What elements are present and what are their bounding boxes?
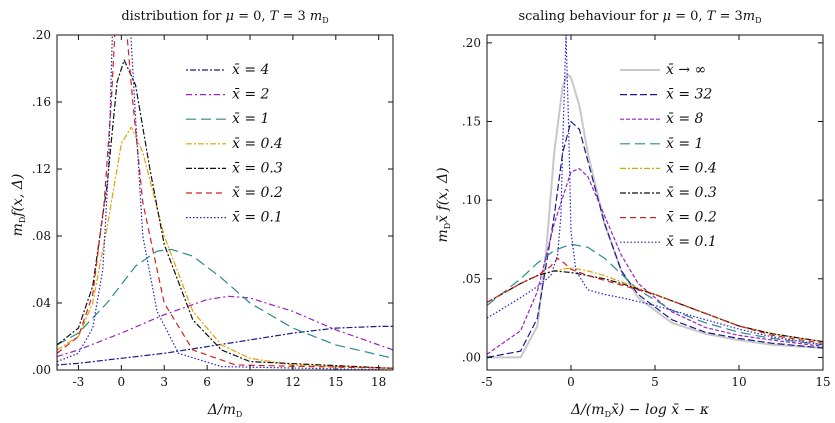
left-legend-label-4: x̄ = 0.3 xyxy=(232,160,283,176)
left-x-tick-label: -3 xyxy=(73,375,85,389)
left-legend-label-1: x̄ = 2 xyxy=(232,87,270,103)
right-y-tick-label: .10 xyxy=(462,193,481,207)
left-chart-title: distribution for μ = 0, T = 3 mD xyxy=(121,9,328,25)
right-series-line-0 xyxy=(487,73,823,359)
left-series-group xyxy=(57,35,393,370)
left-y-tick-label: .04 xyxy=(32,296,51,310)
right-y-tick-label: .05 xyxy=(462,272,481,286)
left-legend-label-6: x̄ = 0.1 xyxy=(232,210,283,226)
right-series-line-6 xyxy=(487,257,823,344)
left-x-tick-label: 9 xyxy=(246,375,254,389)
right-x-axis-label: Δ/(mDx̄) − log x̄ − κ xyxy=(570,402,709,419)
right-series-line-1 xyxy=(487,120,823,358)
left-series-line-2 xyxy=(57,248,393,359)
left-series-line-5 xyxy=(57,35,393,369)
left-x-tick-label: 15 xyxy=(328,375,343,389)
right-series-line-5 xyxy=(487,270,823,343)
right-legend-label-3: x̄ = 1 xyxy=(666,136,703,152)
left-x-axis-label: Δ/mD xyxy=(207,402,243,419)
left-x-tick-label: 6 xyxy=(203,375,211,389)
right-x-tick-label: 5 xyxy=(651,375,659,389)
right-chart: -5 0 5 10 15 .00 .05 .10 .15 .20 x̄ → ∞ x̄ = 32 x̄ =… xyxy=(462,34,831,389)
right-y-tick-label: .00 xyxy=(462,350,481,364)
left-series-line-1 xyxy=(57,295,393,358)
right-legend-label-6: x̄ = 0.2 xyxy=(666,210,717,226)
left-x-tick-label: 18 xyxy=(371,375,386,389)
left-y-tick-label: .16 xyxy=(32,95,51,109)
right-series-line-7 xyxy=(487,35,823,346)
left-y-tick-label: .00 xyxy=(32,363,51,377)
right-y-tick-label: .15 xyxy=(462,115,481,129)
right-chart-title: scaling behaviour for μ = 0, T = 3mD xyxy=(518,9,761,25)
right-x-tick-label: 15 xyxy=(815,375,830,389)
right-series-group xyxy=(487,35,823,359)
left-legend-label-5: x̄ = 0.2 xyxy=(232,185,283,201)
right-legend-label-4: x̄ = 0.4 xyxy=(666,160,717,176)
right-series-line-2 xyxy=(487,168,823,355)
right-legend-label-2: x̄ = 8 xyxy=(666,111,704,127)
right-y-tick-label: .20 xyxy=(462,36,481,50)
left-chart: -3 0 3 6 9 12 15 18 .00 .04 .08 .12 .16 .20 x̄ = 4 x̄ =… xyxy=(32,28,394,389)
left-legend-label-2: x̄ = 1 xyxy=(232,111,269,127)
right-legend-label-7: x̄ = 0.1 xyxy=(666,234,717,250)
left-plot-frame xyxy=(56,34,394,371)
right-series-line-4 xyxy=(487,267,823,343)
left-series-line-3 xyxy=(57,126,393,369)
left-legend-label-0: x̄ = 4 xyxy=(232,62,269,78)
left-y-axis-label: mDf(x, Δ) xyxy=(10,174,27,237)
left-series-line-6 xyxy=(57,35,393,370)
right-legend-label-5: x̄ = 0.3 xyxy=(666,185,717,201)
right-x-tick-label: 10 xyxy=(731,375,746,389)
left-legend-label-3: x̄ = 0.4 xyxy=(232,136,283,152)
right-x-tick-label: 0 xyxy=(567,375,575,389)
right-x-tick-label: -5 xyxy=(481,375,493,389)
left-x-tick-label: 3 xyxy=(160,375,168,389)
left-series-line-0 xyxy=(57,325,393,366)
right-legend-label-1: x̄ = 32 xyxy=(666,87,712,103)
left-x-tick-label: 12 xyxy=(285,375,300,389)
left-y-tick-label: .12 xyxy=(32,162,51,176)
right-series-line-3 xyxy=(487,243,823,346)
left-y-tick-label: .08 xyxy=(32,229,51,243)
right-legend-label-0: x̄ → ∞ xyxy=(666,62,706,78)
left-series-line-4 xyxy=(57,59,393,369)
left-y-tick-label: .20 xyxy=(32,28,51,42)
right-y-axis-label: mDx̄ f(x, Δ) xyxy=(435,167,452,242)
left-x-tick-label: 0 xyxy=(118,375,126,389)
